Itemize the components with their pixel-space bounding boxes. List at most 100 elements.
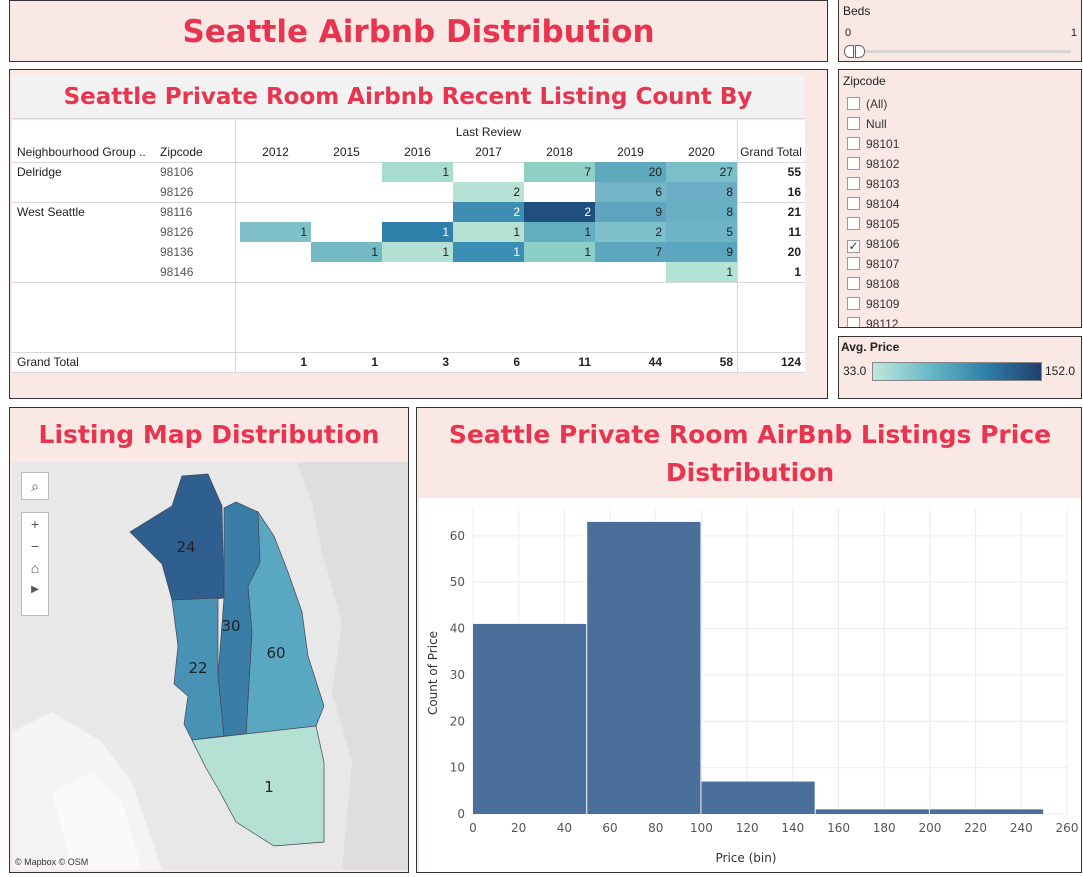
zipcode-option[interactable]: 98108 [847, 274, 899, 294]
dashboard-title: Seattle Airbnb Distribution [182, 14, 655, 50]
zipcode-option[interactable]: 98103 [847, 174, 899, 194]
checkbox-icon[interactable] [847, 97, 860, 110]
row-grand-total: 20 [787, 245, 801, 259]
grand-total-label: Grand Total [17, 355, 79, 369]
zipcode-option[interactable]: 98104 [847, 194, 899, 214]
checkbox-icon[interactable] [847, 277, 860, 290]
row-zipcode: 98136 [160, 245, 194, 259]
zipcode-option[interactable]: 98112 [847, 314, 899, 328]
heatmap-cell: 1 [453, 222, 524, 242]
checkbox-icon[interactable] [847, 117, 860, 130]
checkbox-icon[interactable] [847, 217, 860, 230]
avg-price-legend: Avg. Price 33.0 152.0 [838, 336, 1082, 399]
zipcode-option-label: 98112 [866, 317, 899, 328]
y-tick-label: 10 [450, 761, 465, 775]
table-divider [12, 282, 805, 283]
checkbox-icon[interactable] [847, 197, 860, 210]
x-axis-label: Price (bin) [715, 851, 776, 865]
x-tick-label: 160 [827, 821, 850, 835]
zipcode-option[interactable]: 98101 [847, 134, 899, 154]
map-region-label: 1 [264, 778, 274, 796]
x-tick-label: 260 [1056, 821, 1079, 835]
zipcode-option[interactable]: 98109 [847, 294, 899, 314]
row-grand-total: 16 [787, 185, 801, 199]
zipcode-option-label: 98101 [866, 137, 900, 151]
checkbox-icon[interactable] [847, 157, 860, 170]
row-zipcode: 98126 [160, 225, 194, 239]
beds-slider-max-handle[interactable] [855, 45, 865, 58]
row-grand-total: 21 [787, 205, 801, 219]
row-zipcode: 98116 [160, 205, 193, 219]
heatmap-cell: 7 [524, 162, 595, 182]
zipcode-option-label: (All) [866, 97, 888, 111]
zipcode-option[interactable]: 98105 [847, 214, 899, 234]
zipcode-option[interactable]: (All) [847, 94, 887, 114]
zipcode-option-label: 98105 [866, 217, 900, 231]
checkbox-checked-icon[interactable]: ✓ [847, 239, 860, 253]
home-icon[interactable]: ⌂ [30, 560, 40, 576]
zipcode-option-label: 98102 [866, 157, 900, 171]
col-group-header: Last Review [455, 125, 522, 139]
zipcode-option[interactable]: ✓ 98106 [847, 234, 899, 254]
dashboard-title-panel: Seattle Airbnb Distribution [9, 0, 828, 62]
y-tick-label: 30 [450, 668, 465, 682]
checkbox-icon[interactable] [847, 257, 860, 270]
heatmap-cell: 2 [453, 202, 524, 222]
checkbox-icon[interactable] [847, 317, 860, 327]
histogram-bar [473, 623, 587, 814]
zoom-in-icon[interactable]: + [30, 516, 40, 532]
map-region-label: 30 [221, 617, 240, 635]
heatmap-cell: 6 [595, 182, 666, 202]
zipcode-filter-label: Zipcode [843, 74, 886, 88]
map-region-label: 24 [176, 538, 195, 556]
heatmap-cell: 1 [240, 222, 311, 242]
x-tick-label: 100 [690, 821, 713, 835]
heatmap-cell: 2 [524, 202, 595, 222]
map-region[interactable] [191, 725, 325, 847]
beds-max-label: 1 [1070, 27, 1077, 39]
row-header-group: Neighbourhood Group .. [17, 145, 146, 159]
listing-count-table-panel: Seattle Private Room Airbnb Recent Listi… [9, 69, 828, 399]
zipcode-option[interactable]: 98102 [847, 154, 899, 174]
x-tick-label: 20 [511, 821, 526, 835]
zipcode-option-label: 98107 [866, 257, 900, 271]
checkbox-icon[interactable] [847, 137, 860, 150]
beds-slider-min-handle[interactable] [844, 45, 854, 58]
map-zoom-controls: + − ⌂ ▶ [21, 512, 49, 616]
map-region[interactable] [171, 597, 225, 741]
beds-slider-track[interactable] [847, 50, 1071, 53]
histogram-canvas: 0 20 40 60 80 100 120 140 160 180 200 220 240 260 0 10 2… [426, 508, 1079, 865]
listing-map[interactable]: 24 30 22 60 1 ⌕ + − ⌂ ▶ © Mapbox © OSM [12, 462, 408, 870]
grand-total-cell: 6 [513, 355, 520, 369]
zipcode-option[interactable]: Null [847, 114, 887, 134]
zoom-out-icon[interactable]: − [30, 538, 40, 554]
table-divider [12, 202, 805, 203]
table-title: Seattle Private Room Airbnb Recent Listi… [12, 75, 804, 154]
histogram-bar [815, 809, 929, 814]
zipcode-option-label: 98103 [866, 177, 900, 191]
y-tick-label: 50 [450, 575, 465, 589]
histogram-bar [929, 809, 1044, 814]
map-panel: Listing Map Distribution 24 30 22 60 1 ⌕… [9, 407, 409, 873]
map-search-button[interactable]: ⌕ [21, 472, 49, 500]
map-region[interactable] [245, 510, 325, 737]
heatmap-cell: 1 [311, 242, 382, 262]
avg-price-gradient [872, 362, 1042, 381]
zipcode-option-label: 98104 [866, 197, 900, 211]
year-header: 2020 [688, 145, 715, 159]
checkbox-icon[interactable] [847, 297, 860, 310]
map-title: Listing Map Distribution [10, 408, 408, 462]
checkbox-icon[interactable] [847, 177, 860, 190]
play-icon[interactable]: ▶ [31, 584, 39, 595]
heatmap-cell: 5 [666, 222, 737, 242]
x-tick-label: 40 [557, 821, 572, 835]
map-canvas[interactable]: 24 30 22 60 1 [12, 462, 408, 870]
zipcode-option-label: 98108 [866, 277, 900, 291]
beds-filter: Beds 0 1 [838, 0, 1082, 62]
zipcode-option[interactable]: 98107 [847, 254, 899, 274]
histogram-bar [701, 781, 815, 814]
x-tick-label: 240 [1010, 821, 1033, 835]
heatmap-cell: 20 [595, 162, 666, 182]
map-attribution: © Mapbox © OSM [15, 857, 89, 867]
heatmap-cell: 9 [666, 242, 737, 262]
